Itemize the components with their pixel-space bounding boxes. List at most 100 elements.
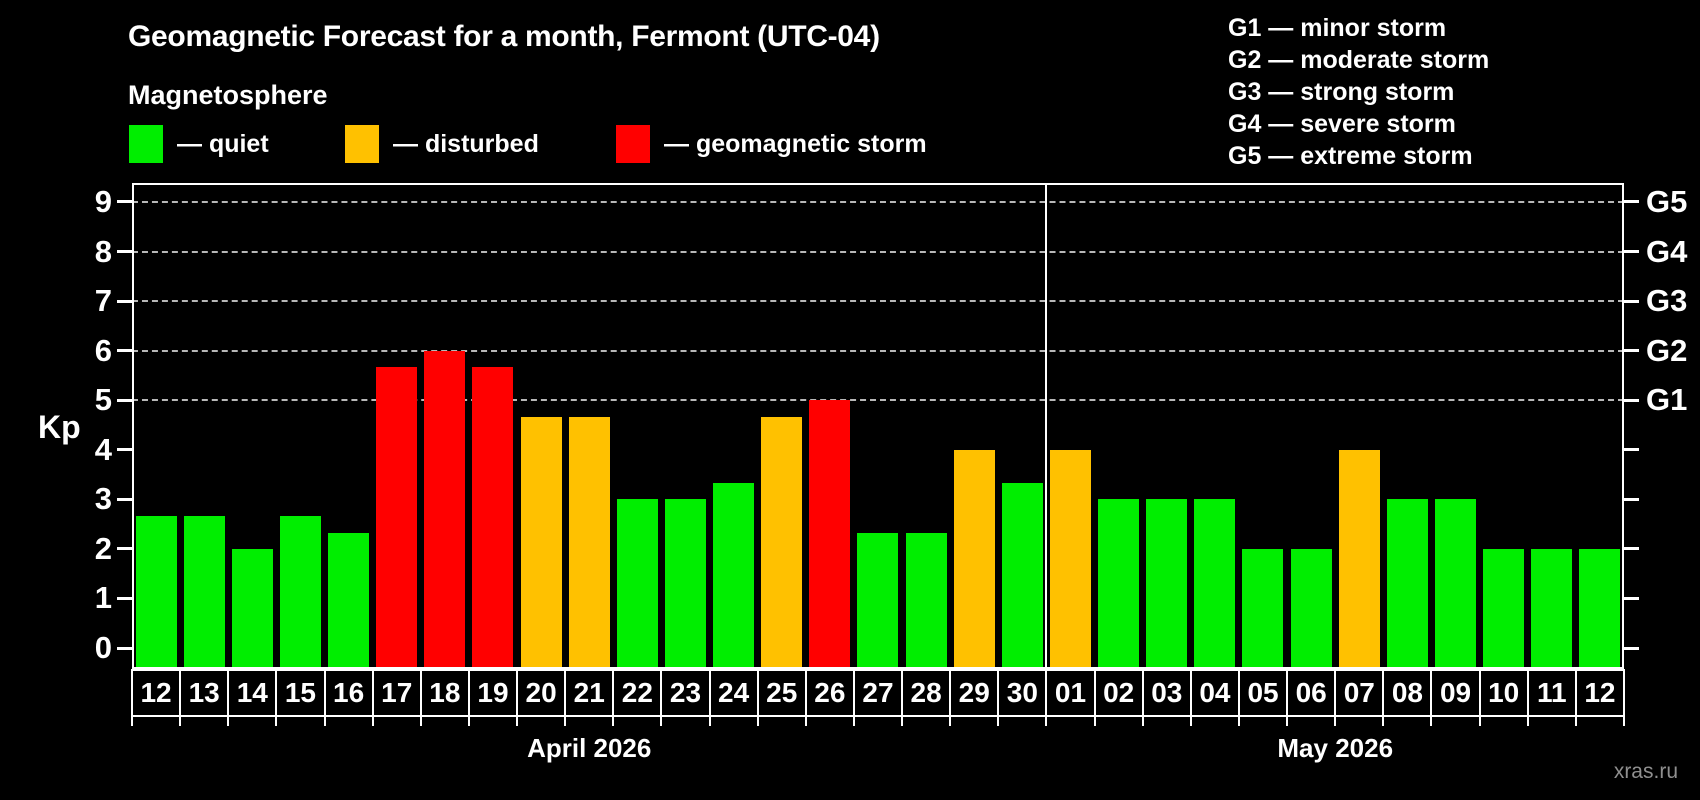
storm-color-swatch (616, 125, 650, 163)
y-axis-label-9: 9 (94, 183, 112, 219)
day-label-cell-03: 03 (1141, 669, 1192, 717)
right-axis-tick-6 (1624, 349, 1639, 353)
kp-bar-day-12 (1579, 548, 1621, 669)
left-axis-tick-8 (117, 250, 132, 254)
watermark: xras.ru (1613, 760, 1678, 783)
kp-bar-day-02 (1098, 499, 1140, 669)
kp-bar-day-19 (472, 367, 514, 669)
x-axis-boundary-tick-21 (1141, 716, 1144, 726)
right-axis-tick-1 (1624, 596, 1639, 600)
y-axis-label-5: 5 (94, 382, 112, 418)
x-axis-boundary-tick-27 (1430, 716, 1433, 726)
kp-bar-day-27 (857, 532, 899, 669)
kp-bar-day-26 (809, 400, 851, 669)
kp-bar-day-16 (328, 532, 370, 669)
y-axis-label-0: 0 (94, 630, 112, 665)
left-axis-tick-9 (117, 200, 132, 204)
grid-line-kp7 (132, 300, 1624, 303)
x-axis-boundary-tick-24 (1286, 716, 1289, 726)
x-axis-boundary-tick-3 (275, 716, 278, 726)
day-label-cell-23: 23 (660, 669, 711, 717)
x-axis-boundary-tick-30 (1574, 716, 1577, 726)
x-axis-boundary-tick-10 (612, 716, 615, 726)
month-separator-line (1045, 183, 1048, 669)
g-axis-label-g2: G2 (1646, 332, 1688, 368)
left-axis-tick-5 (117, 398, 132, 402)
day-label-cell-30: 30 (997, 669, 1048, 717)
kp-bar-day-20 (520, 416, 562, 669)
kp-bar-day-07 (1338, 449, 1380, 669)
legend-label-disturbed: — disturbed (393, 129, 539, 158)
kp-bar-day-28 (905, 532, 947, 669)
kp-bar-day-25 (761, 416, 803, 669)
x-axis-boundary-tick-25 (1334, 716, 1337, 726)
g-legend-line-g4: G4 — severe storm (1228, 110, 1456, 138)
g-legend-line-g5: G5 — extreme storm (1228, 142, 1473, 170)
grid-line-kp5 (132, 399, 1624, 402)
x-axis-boundary-tick-31 (1623, 716, 1625, 726)
day-label-cell-21: 21 (564, 669, 615, 717)
kp-bar-day-10 (1483, 548, 1525, 669)
x-axis-boundary-tick-14 (804, 716, 807, 726)
kp-bar-day-21 (568, 416, 610, 669)
day-label-cell-17: 17 (371, 669, 422, 717)
kp-bar-day-11 (1531, 548, 1573, 669)
g-legend-line-g2: G2 — moderate storm (1228, 46, 1490, 74)
day-label-cell-12: 12 (1574, 669, 1625, 717)
left-axis-tick-6 (117, 349, 132, 353)
grid-line-kp6 (132, 349, 1624, 352)
g-legend-line-g1: G1 — minor storm (1228, 14, 1447, 42)
right-axis-tick-2 (1624, 547, 1639, 551)
grid-line-kp8 (132, 250, 1624, 253)
x-axis-boundary-tick-0 (131, 716, 133, 726)
g-legend-line-g3: G3 — strong storm (1228, 78, 1455, 106)
y-axis-title-kp: Kp (38, 409, 81, 445)
grid-line-kp9 (132, 200, 1624, 203)
y-axis-label-1: 1 (94, 580, 112, 616)
kp-bar-day-05 (1242, 548, 1284, 669)
day-label-cell-14: 14 (227, 669, 278, 717)
chart-title: Geomagnetic Forecast for a month, Fermon… (128, 20, 880, 53)
x-axis-boundary-tick-4 (323, 716, 326, 726)
legend-item-quiet: — quiet (129, 125, 269, 163)
plot-area (132, 183, 1624, 669)
x-axis-boundary-tick-19 (1045, 716, 1048, 726)
month-label-april: April 2026 (527, 733, 652, 763)
left-axis-tick-7 (117, 299, 132, 303)
kp-bar-day-08 (1386, 499, 1428, 669)
day-label-cell-19: 19 (467, 669, 519, 717)
x-axis-boundary-tick-5 (371, 716, 374, 726)
legend-label-quiet: — quiet (177, 129, 269, 158)
right-axis-tick-9 (1624, 200, 1639, 204)
day-label-cell-22: 22 (612, 669, 663, 717)
day-label-cell-08: 08 (1382, 669, 1433, 717)
day-label-cell-06: 06 (1286, 669, 1337, 717)
right-axis-tick-7 (1624, 299, 1639, 303)
day-label-cell-28: 28 (901, 669, 952, 717)
kp-bar-day-23 (664, 499, 706, 669)
day-label-cell-13: 13 (179, 669, 230, 717)
x-axis-boundary-tick-26 (1382, 716, 1385, 726)
x-axis-boundary-tick-28 (1478, 716, 1481, 726)
kp-bar-day-30 (1001, 482, 1043, 669)
kp-bar-day-22 (616, 499, 658, 669)
day-label-cell-12: 12 (131, 669, 182, 717)
day-label-cell-11: 11 (1526, 669, 1577, 717)
x-axis-boundary-tick-11 (660, 716, 663, 726)
plot-frame (132, 183, 1624, 669)
quiet-color-swatch (129, 125, 163, 163)
day-label-cell-25: 25 (756, 669, 807, 717)
kp-bar-day-01 (1049, 449, 1091, 669)
left-axis-tick-1 (117, 596, 132, 600)
x-axis-boundary-tick-2 (227, 716, 230, 726)
right-axis-tick-5 (1624, 398, 1639, 402)
x-axis-boundary-tick-6 (419, 716, 422, 726)
x-axis-boundary-tick-16 (901, 716, 904, 726)
y-axis-label-8: 8 (94, 233, 112, 269)
right-axis-tick-8 (1624, 250, 1639, 254)
day-label-cell-18: 18 (419, 669, 470, 717)
g-axis-label-g4: G4 (1646, 233, 1688, 269)
kp-bar-day-18 (424, 350, 466, 669)
legend-label-storm: — geomagnetic storm (664, 129, 927, 158)
